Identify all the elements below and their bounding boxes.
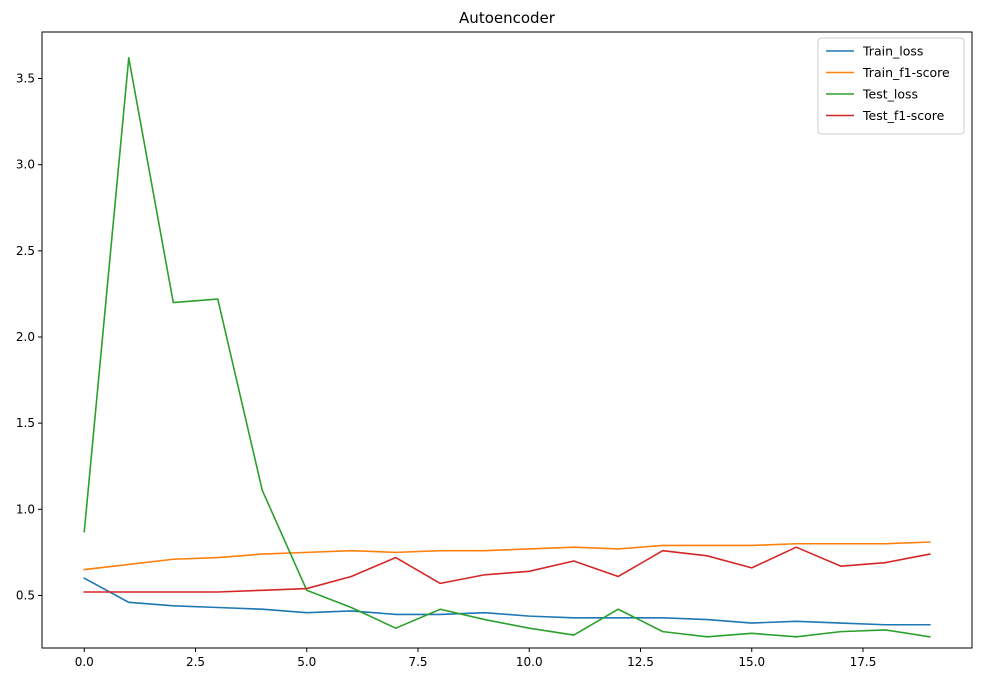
y-tick-label: 2.0 bbox=[16, 330, 35, 344]
x-tick-label: 7.5 bbox=[408, 655, 427, 669]
series-line-test-f1-score bbox=[83, 546, 931, 593]
x-tick-label: 2.5 bbox=[186, 655, 205, 669]
plot-lines bbox=[83, 57, 931, 638]
x-tick-label: 5.0 bbox=[297, 655, 316, 669]
series-line-train-loss bbox=[83, 577, 931, 626]
legend: Train_loss Train_f1-score Test_loss Test_f1… bbox=[817, 37, 965, 135]
legend-label: Test_loss bbox=[862, 87, 918, 102]
x-tick-label: 12.5 bbox=[627, 655, 654, 669]
chart-title: Autoencoder bbox=[459, 9, 556, 27]
legend-box bbox=[817, 37, 965, 135]
y-tick-label: 1.0 bbox=[16, 502, 35, 516]
y-tick-label: 1.5 bbox=[16, 416, 35, 430]
y-tick-label: 0.5 bbox=[16, 588, 35, 602]
series-line-test-loss bbox=[83, 57, 931, 638]
y-tick-label: 2.5 bbox=[16, 244, 35, 258]
x-axis: 0.0 2.5 5.0 7.5 10.0 12.5 15.0 17.5 bbox=[75, 648, 877, 669]
legend-label: Test_f1-score bbox=[862, 108, 945, 123]
legend-label: Train_f1-score bbox=[862, 65, 950, 80]
legend-label: Train_loss bbox=[862, 44, 923, 59]
plot-frame bbox=[41, 31, 973, 649]
y-tick-label: 3.0 bbox=[16, 158, 35, 172]
x-tick-label: 15.0 bbox=[738, 655, 765, 669]
y-axis: 0.5 1.0 1.5 2.0 2.5 3.0 3.5 bbox=[16, 72, 42, 602]
x-tick-label: 17.5 bbox=[850, 655, 877, 669]
x-tick-label: 0.0 bbox=[75, 655, 94, 669]
x-tick-label: 10.0 bbox=[516, 655, 543, 669]
y-tick-label: 3.5 bbox=[16, 72, 35, 86]
series-line-train-f1-score bbox=[83, 541, 931, 571]
